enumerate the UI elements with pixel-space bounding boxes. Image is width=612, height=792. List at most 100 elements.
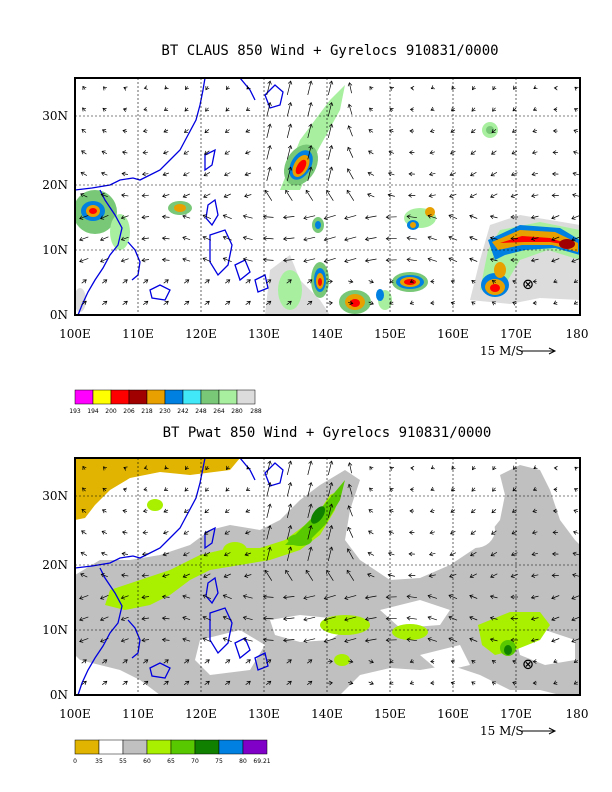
wind-vector-head — [161, 236, 166, 241]
wind-vector-head — [471, 279, 476, 284]
wind-vector — [348, 280, 353, 283]
wind-vector-head — [101, 530, 106, 535]
wind-vector — [79, 595, 89, 599]
wind-vector-head — [81, 509, 86, 513]
wind-vector-head — [410, 465, 415, 471]
wind-vector-head — [163, 107, 169, 111]
wind-vector — [142, 659, 149, 664]
map-area: ⊗ — [75, 458, 580, 695]
wind-vector — [82, 487, 86, 492]
wind-vector-head — [471, 659, 476, 664]
wind-vector-head — [267, 481, 272, 487]
wind-vector-head — [430, 486, 435, 492]
wind-vector-head — [120, 616, 125, 622]
wind-vector — [491, 509, 497, 513]
panel-pwat: BT Pwat 850 Wind + Gyrelocs 910831/0000 — [42, 425, 588, 765]
legend-label: 60 — [143, 758, 151, 765]
wind-vector-head — [183, 508, 189, 513]
wind-vector — [183, 530, 190, 535]
wind-vector-head — [553, 107, 558, 112]
wind-vector-head — [448, 257, 453, 262]
wind-vector — [122, 279, 128, 284]
wind-vector-head — [369, 279, 374, 284]
wind-vector-head — [511, 128, 517, 133]
wind-vector — [327, 102, 333, 117]
wind-vector-head — [450, 279, 455, 285]
wind-vector — [80, 573, 88, 578]
wind-vector — [348, 484, 353, 495]
wind-vector — [205, 487, 209, 492]
wind-vector-head — [553, 465, 558, 471]
wind-vector — [368, 150, 374, 155]
wind-vector-head — [246, 680, 251, 685]
wind-vector — [203, 193, 211, 198]
wind-vector-head — [385, 594, 390, 600]
wind-vector-head — [182, 616, 187, 621]
wind-vector-head — [267, 503, 272, 508]
wind-vector-head — [303, 595, 308, 600]
wind-vector — [303, 595, 316, 599]
wind-vector-head — [141, 551, 146, 557]
wind-vector — [571, 594, 580, 600]
wind-vector — [79, 616, 89, 621]
lat-label: 20N — [42, 558, 68, 572]
wind-vector-head — [79, 258, 84, 263]
cloud-shading — [75, 85, 580, 315]
wind-vector-head — [489, 257, 495, 263]
wind-vector — [266, 124, 271, 138]
wind-vector — [429, 552, 436, 556]
wind-vector — [100, 236, 109, 241]
wind-vector-head — [491, 681, 496, 686]
wind-vector-head — [490, 172, 495, 177]
wind-vector — [492, 681, 496, 685]
wind-vector-head — [80, 573, 85, 578]
wind-vector-head — [469, 637, 474, 642]
wind-vector-head — [427, 594, 432, 599]
wind-vector — [79, 236, 89, 241]
wind-vector — [82, 86, 86, 90]
wind-vector-head — [346, 548, 351, 553]
wind-vector — [202, 616, 212, 621]
wind-vector-head — [122, 508, 127, 514]
storm-location-marker: ⊗ — [523, 654, 534, 675]
wind-vector-head — [205, 487, 210, 492]
wind-vector-head — [531, 193, 536, 198]
wind-vector-head — [344, 237, 349, 242]
wind-vector — [286, 482, 292, 497]
wind-vector-head — [163, 487, 169, 491]
wind-vector-head — [510, 573, 515, 578]
wind-vector — [223, 257, 232, 263]
wind-vector-head — [205, 300, 210, 305]
wind-vector-head — [161, 594, 166, 600]
wind-vector-head — [387, 171, 393, 177]
wind-vector-head — [347, 146, 352, 151]
wind-vector-head — [364, 236, 369, 242]
wind-vector-head — [267, 460, 272, 465]
wind-vector-head — [102, 107, 107, 112]
wind-vector — [286, 279, 292, 284]
wind-vector-head — [408, 171, 413, 177]
wind-vector — [324, 214, 336, 220]
wind-vector-head — [308, 481, 313, 487]
wind-vector-head — [469, 235, 474, 241]
wind-vector — [285, 190, 293, 201]
wind-vector-head — [79, 638, 84, 643]
wind-vector — [183, 150, 190, 155]
wind-vector-head — [142, 150, 147, 155]
wind-vector-head — [100, 617, 105, 622]
wind-vector — [368, 681, 374, 685]
wind-vector-head — [80, 193, 85, 198]
wind-vector-head — [510, 637, 515, 643]
wind-vector-head — [323, 215, 328, 221]
wind-vector-head — [183, 552, 188, 557]
wind-vector-head — [510, 236, 515, 241]
wind-vector-head — [205, 86, 210, 91]
wind-vector — [389, 681, 394, 685]
wind-vector-head — [226, 680, 231, 685]
wind-vector-head — [287, 300, 292, 305]
wind-vector-head — [308, 144, 313, 150]
lon-label: 140E — [311, 707, 343, 721]
wind-vector-head — [532, 508, 537, 513]
wind-vector-head — [430, 106, 435, 112]
wind-vector-head — [346, 168, 351, 173]
